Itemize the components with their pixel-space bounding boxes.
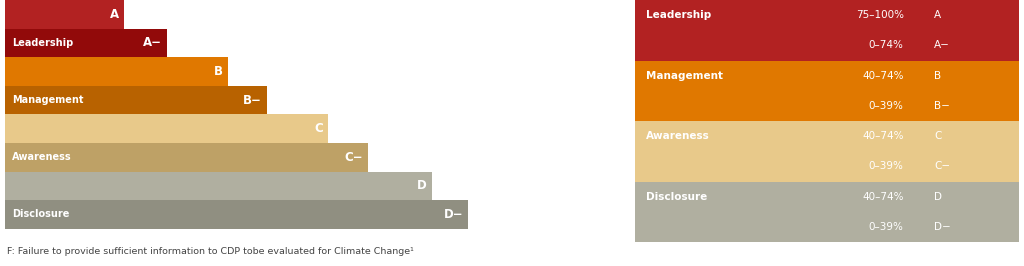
Text: 0–39%: 0–39% xyxy=(868,161,903,171)
Text: Leadership: Leadership xyxy=(12,38,74,48)
Text: D−: D− xyxy=(934,222,951,232)
Text: Management: Management xyxy=(12,95,84,105)
Text: Awareness: Awareness xyxy=(646,131,711,141)
Text: Leadership: Leadership xyxy=(646,10,712,20)
Text: C−: C− xyxy=(934,161,950,171)
Text: C: C xyxy=(934,131,942,141)
Bar xyxy=(635,121,1019,151)
Text: A: A xyxy=(110,8,119,21)
Text: Awareness: Awareness xyxy=(12,152,72,162)
Text: 75–100%: 75–100% xyxy=(856,10,903,20)
Text: 40–74%: 40–74% xyxy=(862,192,903,202)
Text: 40–74%: 40–74% xyxy=(862,131,903,141)
Bar xyxy=(5,200,468,229)
Text: D−: D− xyxy=(443,208,463,221)
Text: C: C xyxy=(314,122,324,135)
Bar xyxy=(635,182,1019,212)
Text: B−: B− xyxy=(934,101,950,111)
Text: 40–74%: 40–74% xyxy=(862,71,903,81)
Text: 0–74%: 0–74% xyxy=(868,40,903,50)
Bar xyxy=(635,91,1019,121)
Bar xyxy=(5,0,124,29)
Text: D: D xyxy=(417,179,427,192)
Bar xyxy=(5,172,432,200)
Bar xyxy=(635,61,1019,91)
Text: B: B xyxy=(214,65,222,78)
Text: Disclosure: Disclosure xyxy=(12,209,70,219)
Bar xyxy=(5,114,328,143)
Bar xyxy=(635,212,1019,242)
Text: Disclosure: Disclosure xyxy=(646,192,708,202)
Bar xyxy=(5,86,267,114)
Text: F: Failure to provide sufficient information to CDP tobe evaluated for Climate C: F: Failure to provide sufficient informa… xyxy=(7,247,414,256)
Bar xyxy=(5,57,227,86)
Bar xyxy=(635,0,1019,30)
Text: 0–39%: 0–39% xyxy=(868,222,903,232)
Text: 0–39%: 0–39% xyxy=(868,101,903,111)
Bar xyxy=(5,29,167,57)
Text: A−: A− xyxy=(142,36,162,49)
Bar xyxy=(5,143,368,172)
Text: A: A xyxy=(934,10,941,20)
Bar xyxy=(635,151,1019,182)
Text: B−: B− xyxy=(244,94,262,107)
Text: D: D xyxy=(934,192,942,202)
Text: A−: A− xyxy=(934,40,950,50)
Text: B: B xyxy=(934,71,941,81)
Bar xyxy=(635,30,1019,61)
Text: C−: C− xyxy=(344,151,362,164)
Text: Management: Management xyxy=(646,71,723,81)
